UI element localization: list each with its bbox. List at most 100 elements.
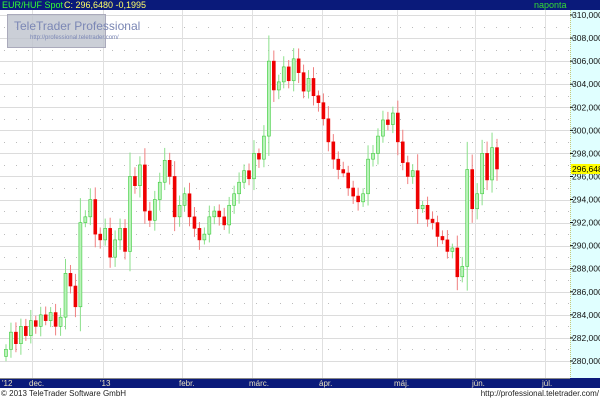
candle <box>430 211 435 230</box>
candle-body <box>192 216 197 229</box>
candle <box>386 111 390 131</box>
candle-body <box>450 247 455 252</box>
candle <box>326 106 331 152</box>
candle-body <box>19 326 23 344</box>
candle-body <box>262 135 266 160</box>
candle <box>296 48 301 84</box>
candle-body <box>291 58 296 82</box>
candle <box>237 172 241 204</box>
watermark-logo: TeleTrader Professional http://professio… <box>7 14 140 48</box>
last-price-label: 296,6480 <box>572 164 600 174</box>
candle-body <box>480 153 484 195</box>
candle <box>252 140 256 191</box>
candle <box>182 187 187 212</box>
candle-body <box>341 169 346 174</box>
candle <box>455 235 460 291</box>
candle <box>257 148 261 168</box>
candle <box>490 132 494 193</box>
candle <box>78 198 83 332</box>
candle <box>143 148 147 224</box>
candle <box>98 227 103 249</box>
candle-body <box>321 102 326 120</box>
x-tick-label: '12 <box>2 379 13 388</box>
candle-body <box>207 216 212 235</box>
y-tick-label: 284,0000 <box>572 310 600 320</box>
candle <box>138 156 142 198</box>
candle <box>281 56 286 89</box>
candle-body <box>133 176 137 186</box>
candle <box>53 303 58 336</box>
candle-body <box>182 193 187 206</box>
candle-body <box>391 112 395 125</box>
y-tick-label: 290,0000 <box>572 241 600 251</box>
symbol-label: EUR/HUF Spot <box>2 0 64 10</box>
y-tick-label: 304,0000 <box>572 79 600 89</box>
candle-body <box>272 60 276 91</box>
candle <box>222 207 227 230</box>
candle <box>123 219 127 260</box>
candle-body <box>410 170 415 177</box>
candle-body <box>460 266 465 278</box>
candle-body <box>296 58 301 73</box>
candle <box>118 218 122 250</box>
candle-body <box>242 170 246 183</box>
candle-body <box>247 170 251 180</box>
candle <box>48 307 53 328</box>
candle <box>425 196 430 227</box>
candle <box>272 50 276 102</box>
candle-body <box>118 228 122 241</box>
candle-body <box>63 273 68 318</box>
candle-body <box>187 193 192 218</box>
y-tick-label: 296,0000 <box>572 171 600 181</box>
candle-body <box>212 210 217 218</box>
candle-body <box>376 135 380 154</box>
candle <box>217 204 222 226</box>
candle-body <box>475 193 479 210</box>
candle-body <box>83 216 88 223</box>
footer-link[interactable]: http://professional.teletrader.com/ <box>480 389 599 398</box>
candle-body <box>143 164 147 212</box>
candle-body <box>48 312 53 321</box>
candle-body <box>336 158 341 170</box>
candle <box>247 163 251 186</box>
candle <box>480 139 484 206</box>
y-tick-label: 294,0000 <box>572 195 600 205</box>
candle <box>9 322 13 358</box>
y-tick-label: 298,0000 <box>572 148 600 158</box>
candle <box>162 147 167 191</box>
candle <box>311 67 316 106</box>
candle <box>371 145 375 167</box>
interval-label[interactable]: naponta <box>534 0 567 10</box>
candle-body <box>381 119 385 137</box>
candle-body <box>128 176 132 252</box>
candle-body <box>371 153 375 160</box>
candle-body <box>351 187 355 197</box>
candle-body <box>435 222 440 237</box>
candle <box>485 141 489 191</box>
candle-body <box>440 236 445 241</box>
candle-body <box>93 199 98 235</box>
candle <box>475 183 479 220</box>
price-chart[interactable]: 310,0000 308,0000 306,0000 304,0000 302,0000… <box>0 10 600 388</box>
candle-body <box>197 228 202 241</box>
candle <box>128 152 132 272</box>
candle <box>24 318 28 341</box>
candle-body <box>301 72 306 92</box>
candle-body <box>252 153 256 180</box>
candle-body <box>306 78 311 92</box>
candle-body <box>396 112 400 143</box>
candle-body <box>123 228 127 252</box>
candle-body <box>281 66 286 83</box>
y-tick-label: 306,0000 <box>572 56 600 66</box>
y-tick-label: 310,0000 <box>572 10 600 20</box>
candle-body <box>311 78 316 97</box>
y-tick-label: 288,0000 <box>572 264 600 274</box>
candle-body <box>400 141 405 163</box>
candle-body <box>227 204 231 226</box>
x-tick-label: dec. <box>29 379 44 388</box>
title-bar: EUR/HUF Spot C: 296,6480 -0,1995 naponta <box>0 0 600 10</box>
price-axis <box>570 10 600 378</box>
candle <box>301 64 306 99</box>
candle <box>331 134 336 169</box>
candle <box>391 106 395 134</box>
